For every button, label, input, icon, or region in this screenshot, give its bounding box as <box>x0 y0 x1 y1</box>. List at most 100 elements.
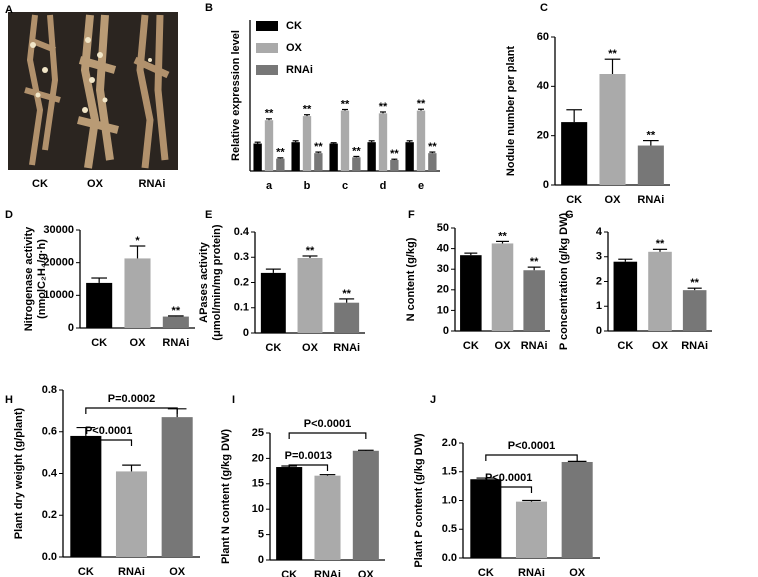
y-tick-label: 0.6 <box>42 426 57 438</box>
nodules <box>30 37 152 113</box>
bar <box>682 290 707 331</box>
significance-mark: ** <box>390 148 399 160</box>
bar <box>334 302 360 333</box>
roots-ox <box>77 14 119 169</box>
bar <box>523 270 545 331</box>
x-tick-label: CK <box>463 340 479 352</box>
root-photo <box>8 12 178 170</box>
y-tick-label: 2.0 <box>442 437 457 449</box>
y-tick-label: 0.8 <box>42 384 57 396</box>
bar <box>561 122 588 185</box>
x-tick-label: RNAi <box>518 567 545 577</box>
bar <box>599 74 626 185</box>
significance-mark: * <box>135 235 140 247</box>
x-tick-label: OX <box>130 337 147 349</box>
significance-mark: ** <box>690 277 699 289</box>
y-tick-label: 0 <box>443 325 449 337</box>
p-value-label: P=0.0002 <box>108 393 155 405</box>
panel-letter: H <box>5 394 13 406</box>
bar <box>491 243 514 331</box>
y-tick-label: 0 <box>543 179 549 191</box>
significance-mark: ** <box>314 141 323 153</box>
y-axis-label: N content (g/kg) <box>405 237 417 321</box>
y-tick-label: 0.4 <box>234 226 250 238</box>
bar <box>561 461 593 558</box>
significance-bracket <box>85 439 133 446</box>
x-tick-label: CK <box>78 566 94 577</box>
y-tick-label: 50 <box>437 222 449 234</box>
x-tick-label: e <box>418 180 424 192</box>
bar <box>253 143 262 171</box>
y-axis-label: (nmolC₂H₄/g·h) <box>36 239 48 319</box>
x-tick-label: RNAi <box>314 569 341 577</box>
significance-mark: ** <box>530 256 539 268</box>
x-tick-label: RNAi <box>162 337 189 349</box>
y-tick-label: 15 <box>252 478 264 490</box>
bar <box>276 467 303 560</box>
bar <box>390 160 399 171</box>
bar <box>70 435 102 557</box>
significance-bracket <box>288 432 367 439</box>
bar <box>648 251 672 331</box>
significance-mark: ** <box>303 104 312 116</box>
bar <box>613 261 638 331</box>
significance-bracket <box>85 407 178 414</box>
bar <box>162 316 189 328</box>
y-tick-label: 1.5 <box>442 466 457 478</box>
x-tick-label: CK <box>478 567 494 577</box>
x-tick-label: RNAi <box>333 342 360 354</box>
roots-ck <box>24 14 61 166</box>
bar <box>416 110 426 171</box>
significance-mark: ** <box>306 245 315 257</box>
bar <box>260 272 286 333</box>
y-axis-label: Relative expression level <box>230 30 242 161</box>
x-tick-label: CK <box>91 337 107 349</box>
bar <box>124 258 151 328</box>
significance-mark: ** <box>647 130 656 142</box>
y-tick-label: 2 <box>596 275 602 287</box>
bar <box>460 255 482 331</box>
y-axis-label: Plant dry weight (g/plant) <box>13 407 25 539</box>
panel-letter: A <box>5 4 13 16</box>
panel-letter: C <box>540 2 548 14</box>
photo-caption: OX <box>87 178 104 190</box>
legend-label: CK <box>286 20 302 32</box>
bar <box>314 475 341 560</box>
x-tick-label: RNAi <box>118 566 145 577</box>
y-axis-label: APases activity <box>198 241 210 323</box>
panel-letter: E <box>205 209 212 221</box>
bar <box>367 142 376 171</box>
y-tick-label: 20000 <box>43 257 74 269</box>
y-tick-label: 30 <box>437 263 449 275</box>
p-value-label: P<0.0001 <box>508 440 555 452</box>
panel-letter: J <box>430 394 436 406</box>
y-tick-label: 1 <box>596 300 602 312</box>
y-tick-label: 5 <box>258 529 264 541</box>
x-tick-label: OX <box>652 340 669 352</box>
x-tick-label: CK <box>281 569 297 577</box>
x-tick-label: RNAi <box>521 340 548 352</box>
bar <box>428 153 437 171</box>
panel-letter: D <box>5 209 13 221</box>
bar <box>115 471 148 557</box>
y-tick-label: 0.5 <box>442 523 457 535</box>
panel-letter: I <box>232 394 235 406</box>
x-tick-label: RNAi <box>681 340 708 352</box>
bar <box>405 142 414 171</box>
y-tick-label: 0.1 <box>234 302 249 314</box>
bar <box>86 282 113 328</box>
y-tick-label: 0 <box>243 327 249 339</box>
y-axis-label: Nodule number per plant <box>505 46 517 177</box>
y-axis-label: Plant N content (g/kg DW) <box>220 429 232 564</box>
bar <box>161 417 193 557</box>
y-tick-label: 40 <box>437 243 449 255</box>
bar <box>340 110 350 171</box>
x-tick-label: OX <box>358 569 375 577</box>
y-tick-label: 0 <box>258 554 264 566</box>
bar <box>515 501 548 558</box>
roots-rnai <box>133 14 170 169</box>
p-value-label: P<0.0001 <box>304 418 351 430</box>
significance-mark: ** <box>265 108 274 120</box>
bar <box>264 120 274 171</box>
